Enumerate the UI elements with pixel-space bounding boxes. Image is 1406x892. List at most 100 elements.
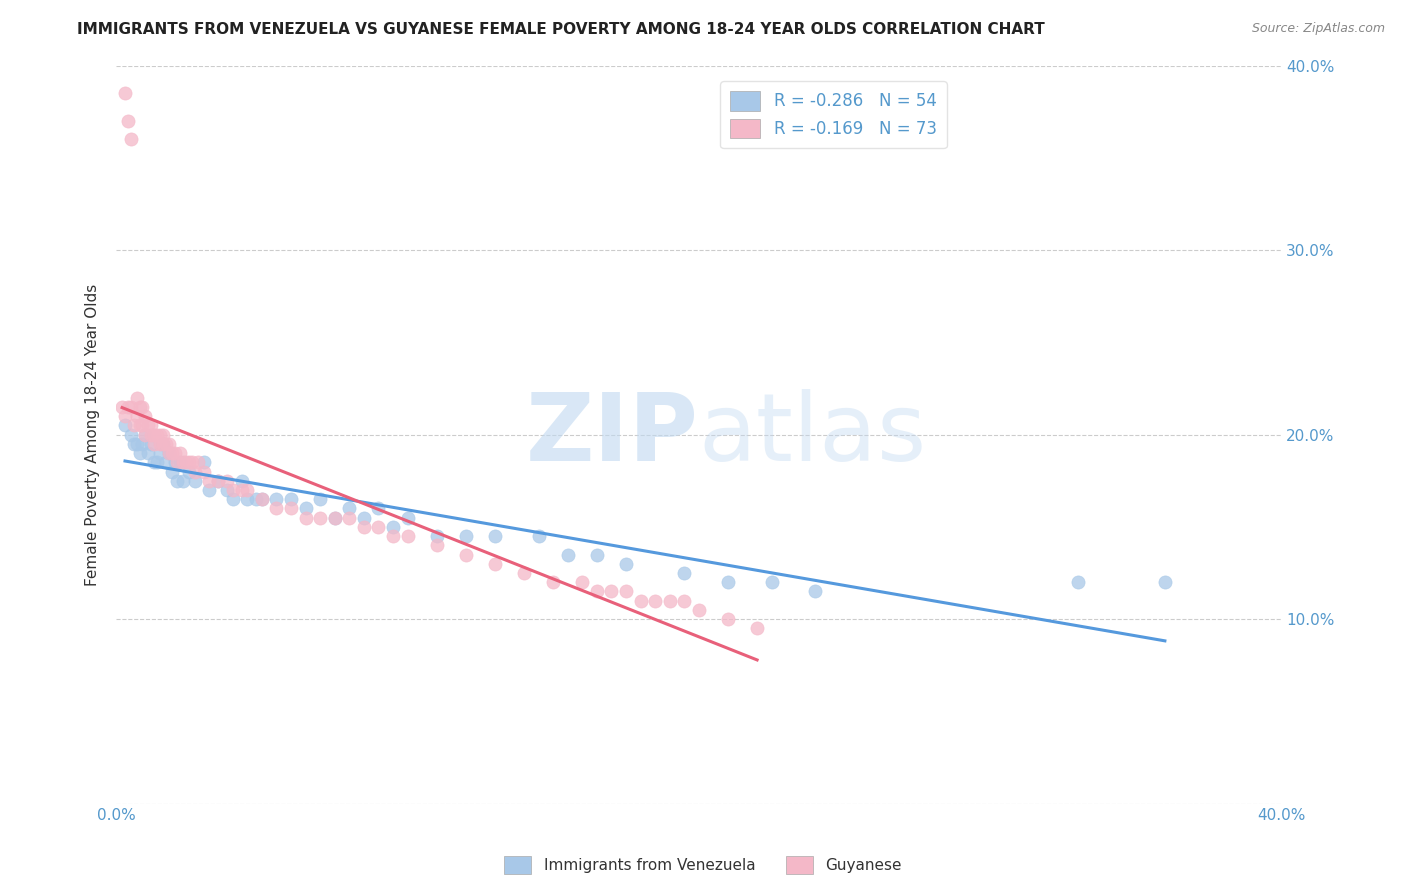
Point [231, 474, 253, 488]
Point [128, 446, 150, 460]
Point [141, 427, 163, 442]
Point [114, 418, 136, 433]
Point [125, 437, 148, 451]
Point [222, 483, 245, 497]
Point [141, 418, 163, 433]
Point [222, 492, 245, 507]
Point [353, 520, 375, 534]
Point [614, 584, 637, 599]
Point [426, 538, 449, 552]
Point [215, 474, 238, 488]
Point [181, 455, 204, 469]
Point [250, 492, 273, 507]
Point [149, 446, 172, 460]
Point [166, 455, 188, 469]
Point [266, 501, 288, 516]
Point [367, 501, 389, 516]
Point [761, 575, 783, 590]
Point [280, 492, 302, 507]
Point [426, 529, 449, 543]
Point [114, 87, 136, 101]
Point [157, 437, 180, 451]
Point [128, 418, 150, 433]
Point [146, 455, 169, 469]
Point [513, 566, 536, 580]
Point [193, 465, 215, 479]
Point [163, 455, 186, 469]
Point [658, 593, 681, 607]
Point [250, 492, 273, 507]
Point [396, 510, 419, 524]
Point [125, 409, 148, 424]
Y-axis label: Female Poverty Among 18-24 Year Olds: Female Poverty Among 18-24 Year Olds [86, 284, 100, 586]
Point [745, 621, 768, 635]
Point [163, 446, 186, 460]
Point [644, 593, 666, 607]
Legend: Immigrants from Venezuela, Guyanese: Immigrants from Venezuela, Guyanese [498, 850, 908, 880]
Point [143, 437, 166, 451]
Point [215, 483, 238, 497]
Text: ZIP: ZIP [526, 389, 699, 481]
Point [184, 465, 207, 479]
Point [586, 584, 609, 599]
Point [157, 446, 180, 460]
Point [236, 492, 259, 507]
Point [122, 418, 145, 433]
Point [143, 455, 166, 469]
Point [117, 114, 139, 128]
Point [673, 593, 696, 607]
Point [131, 418, 153, 433]
Point [187, 455, 209, 469]
Point [184, 474, 207, 488]
Point [586, 548, 609, 562]
Point [484, 529, 506, 543]
Point [323, 510, 346, 524]
Point [169, 455, 191, 469]
Point [717, 575, 740, 590]
Point [1066, 575, 1088, 590]
Point [673, 566, 696, 580]
Point [309, 492, 332, 507]
Text: Source: ZipAtlas.com: Source: ZipAtlas.com [1251, 22, 1385, 36]
Point [541, 575, 564, 590]
Point [266, 492, 288, 507]
Point [207, 474, 229, 488]
Point [382, 520, 405, 534]
Point [177, 455, 200, 469]
Point [120, 427, 142, 442]
Point [136, 418, 159, 433]
Point [600, 584, 623, 599]
Point [571, 575, 593, 590]
Point [688, 603, 710, 617]
Point [280, 501, 302, 516]
Point [120, 400, 142, 414]
Point [396, 529, 419, 543]
Point [614, 557, 637, 571]
Point [128, 400, 150, 414]
Point [134, 427, 156, 442]
Point [337, 510, 360, 524]
Point [152, 437, 174, 451]
Point [160, 446, 183, 460]
Point [125, 391, 148, 405]
Text: atlas: atlas [699, 389, 927, 481]
Point [152, 437, 174, 451]
Point [120, 132, 142, 146]
Point [527, 529, 550, 543]
Text: IMMIGRANTS FROM VENEZUELA VS GUYANESE FEMALE POVERTY AMONG 18-24 YEAR OLDS CORRE: IMMIGRANTS FROM VENEZUELA VS GUYANESE FE… [77, 22, 1045, 37]
Point [134, 427, 156, 442]
Point [136, 446, 159, 460]
Point [193, 455, 215, 469]
Point [337, 501, 360, 516]
Legend: R = -0.286   N = 54, R = -0.169   N = 73: R = -0.286 N = 54, R = -0.169 N = 73 [720, 81, 946, 148]
Point [454, 548, 477, 562]
Point [134, 409, 156, 424]
Point [155, 455, 177, 469]
Point [141, 437, 163, 451]
Point [804, 584, 827, 599]
Point [245, 492, 267, 507]
Point [207, 474, 229, 488]
Point [122, 437, 145, 451]
Point [198, 483, 221, 497]
Point [630, 593, 652, 607]
